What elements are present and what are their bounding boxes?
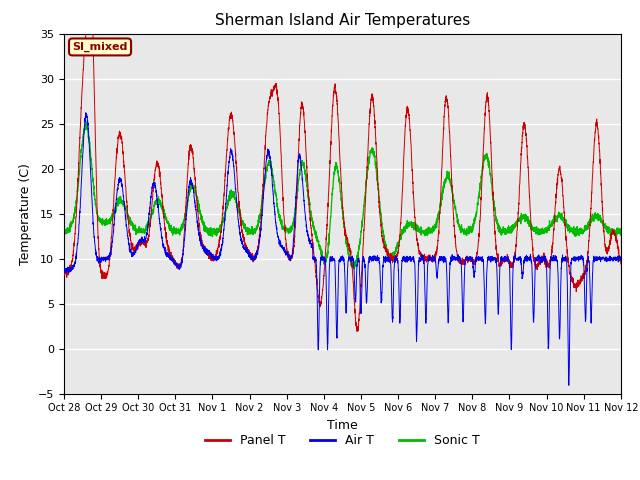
Line: Sonic T: Sonic T [64, 121, 621, 269]
Sonic T [325, 235, 333, 240]
Air T [572, 257, 580, 263]
Sonic T [572, 229, 580, 235]
Air T [465, 255, 472, 261]
Sonic T [600, 225, 608, 230]
Line: Air T: Air T [64, 113, 621, 385]
Air T [565, 383, 573, 388]
Panel T [353, 328, 361, 334]
Sonic T [349, 266, 357, 272]
Legend: Panel T, Air T, Sonic T: Panel T, Air T, Sonic T [200, 429, 485, 452]
Panel T [299, 101, 307, 107]
Sonic T [299, 162, 307, 168]
Panel T [600, 228, 608, 233]
Air T [617, 256, 625, 262]
Text: SI_mixed: SI_mixed [72, 42, 128, 52]
Panel T [325, 189, 333, 194]
Panel T [60, 267, 68, 273]
Sonic T [465, 227, 472, 232]
Panel T [572, 289, 580, 295]
Sonic T [82, 118, 90, 124]
Y-axis label: Temperature (C): Temperature (C) [19, 163, 33, 264]
Air T [299, 175, 307, 181]
Sonic T [617, 228, 625, 234]
Air T [82, 110, 90, 116]
Line: Panel T: Panel T [64, 34, 621, 331]
Air T [60, 266, 68, 272]
Sonic T [60, 227, 68, 232]
Panel T [294, 161, 302, 167]
Panel T [465, 256, 472, 262]
Panel T [617, 261, 625, 267]
Air T [325, 291, 333, 297]
Title: Sherman Island Air Temperatures: Sherman Island Air Temperatures [215, 13, 470, 28]
Sonic T [294, 182, 302, 188]
Air T [294, 157, 302, 163]
Panel T [82, 31, 90, 36]
Air T [600, 255, 608, 261]
X-axis label: Time: Time [327, 419, 358, 432]
